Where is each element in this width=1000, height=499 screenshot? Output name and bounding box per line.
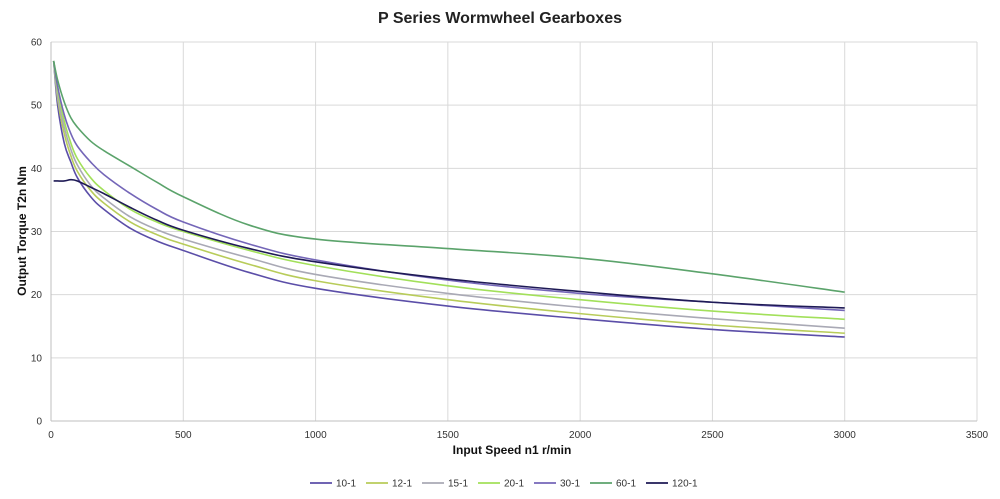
y-tick-label: 50 [31, 101, 43, 112]
y-tick-label: 20 [31, 290, 43, 301]
legend-item: 30-1 [534, 479, 580, 490]
legend-label: 12-1 [392, 479, 412, 490]
legend: 10-1 12-1 15-1 20-1 30-1 60-1 120-1 [310, 479, 698, 490]
legend-item: 15-1 [422, 479, 468, 490]
series-line-15-1 [52, 60, 845, 329]
legend-item: 120-1 [646, 479, 698, 490]
y-tick-label: 0 [36, 417, 42, 428]
x-tick-label: 2000 [569, 430, 592, 441]
legend-label: 15-1 [448, 479, 468, 490]
x-tick-label: 1000 [304, 430, 327, 441]
legend-label: 120-1 [672, 479, 698, 490]
legend-item: 60-1 [590, 479, 636, 490]
x-tick-label: 0 [48, 430, 54, 441]
grid-layer [51, 41, 978, 421]
x-axis-title: Input Speed n1 r/min [453, 443, 572, 457]
x-tick-label: 2500 [701, 430, 724, 441]
legend-label: 30-1 [560, 479, 580, 490]
x-tick-label: 1500 [437, 430, 460, 441]
chart-title: P Series Wormwheel Gearboxes [378, 10, 622, 27]
y-tick-label: 40 [31, 164, 43, 175]
x-tick-label: 500 [175, 430, 192, 441]
y-axis-title: Output Torque T2n Nm [15, 166, 29, 296]
series-line-10-1 [52, 60, 845, 338]
x-tick-label: 3500 [966, 430, 989, 441]
y-tick-label: 10 [31, 353, 43, 364]
series-line-60-1 [52, 60, 845, 293]
series-line-120-1 [53, 178, 845, 309]
axis-layer: 0 10 20 30 40 50 60 0 500 1000 1500 2000 2500 3000 350… [31, 38, 989, 442]
legend-label: 60-1 [616, 479, 636, 490]
series-line-20-1 [52, 60, 845, 321]
x-tick-label: 3000 [834, 430, 857, 441]
legend-item: 20-1 [478, 479, 524, 490]
legend-label: 10-1 [336, 479, 356, 490]
series-line-12-1 [52, 60, 845, 334]
legend-item: 10-1 [310, 479, 356, 490]
series-layer [52, 60, 845, 338]
y-tick-label: 30 [31, 227, 43, 238]
legend-item: 12-1 [366, 479, 412, 490]
series-line-30-1 [52, 60, 845, 312]
legend-label: 20-1 [504, 479, 524, 490]
y-tick-label: 60 [31, 38, 43, 49]
